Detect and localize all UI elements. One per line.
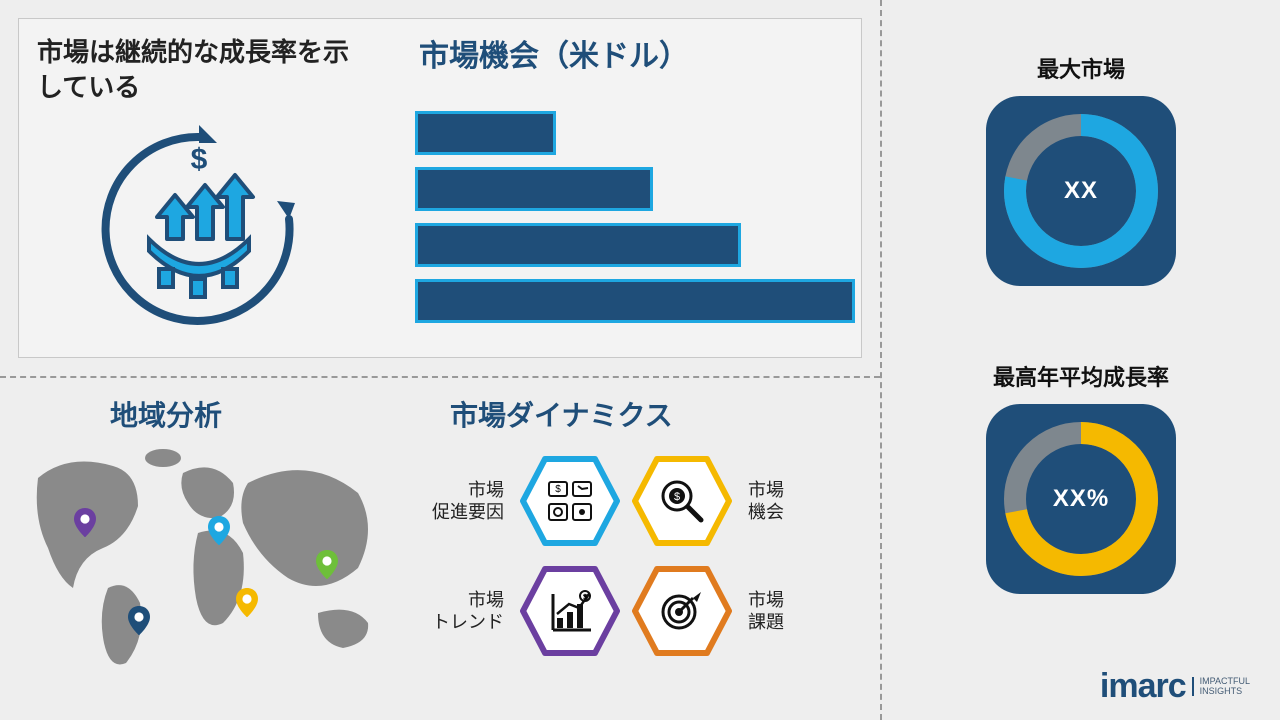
logo-sub: IMPACTFUL INSIGHTS (1192, 677, 1250, 697)
growth-title: 市場は継続的な成長率を示している (37, 35, 357, 105)
opportunity-title: 市場機会（米ドル） (419, 31, 689, 75)
donut2-title: 最高年平均成長率 (961, 360, 1201, 392)
map-pin-4 (316, 550, 338, 580)
svg-text:$: $ (583, 594, 587, 601)
hex-challenge (632, 566, 732, 656)
donut2-tile: XX% (986, 404, 1176, 594)
bottom-panel: 地域分析 市場ダイナミクス (0, 376, 880, 720)
left-column: 市場は継続的な成長率を示している 市場機会（米ドル） $ (0, 0, 880, 720)
top-panel: 市場は継続的な成長率を示している 市場機会（米ドル） $ (18, 18, 862, 358)
map-pin-1 (208, 516, 230, 546)
opportunity-bar-chart (415, 111, 855, 331)
donut1-tile: XX (986, 96, 1176, 286)
logo-main: imarc (1100, 667, 1186, 706)
map-pin-2 (128, 606, 150, 636)
growth-icon: $ (89, 119, 309, 339)
dynamics-row-1: 市場促進要因 $ $ 市場機会 (414, 446, 864, 556)
donut-block-2: 最高年平均成長率 XX% (961, 360, 1201, 594)
region-title: 地域分析 (110, 394, 222, 434)
dynamics-grid: 市場促進要因 $ $ 市場機会 市場トレンド $ 市場課題 (414, 446, 864, 666)
bar-0 (415, 111, 556, 155)
right-column: 最大市場 XX 最高年平均成長率 XX% imarc IMPACTFUL INS… (880, 0, 1280, 720)
dynamics-title: 市場ダイナミクス (450, 394, 673, 434)
svg-text:$: $ (555, 484, 561, 495)
donut2-center: XX% (1053, 485, 1109, 513)
dyn-label-drivers: 市場促進要因 (414, 479, 504, 524)
dyn-label-opportunity: 市場機会 (748, 479, 818, 524)
logo: imarc IMPACTFUL INSIGHTS (1100, 667, 1250, 706)
world-map (18, 438, 398, 678)
map-pin-0 (74, 508, 96, 538)
bar-3 (415, 279, 855, 323)
dynamics-row-2: 市場トレンド $ 市場課題 (414, 556, 864, 666)
donut1-center: XX (1064, 177, 1098, 205)
map-pin-3 (236, 588, 258, 618)
dyn-label-challenge: 市場課題 (748, 589, 818, 634)
svg-text:$: $ (191, 143, 208, 176)
bar-1 (415, 167, 653, 211)
donut1-title: 最大市場 (961, 52, 1201, 84)
dyn-label-trend: 市場トレンド (414, 589, 504, 634)
page: 市場は継続的な成長率を示している 市場機会（米ドル） $ (0, 0, 1280, 720)
svg-text:$: $ (674, 491, 680, 503)
donut-block-1: 最大市場 XX (961, 52, 1201, 286)
bar-2 (415, 223, 741, 267)
hex-opportunity: $ (632, 456, 732, 546)
hex-trend: $ (520, 566, 620, 656)
hex-drivers: $ (520, 456, 620, 546)
